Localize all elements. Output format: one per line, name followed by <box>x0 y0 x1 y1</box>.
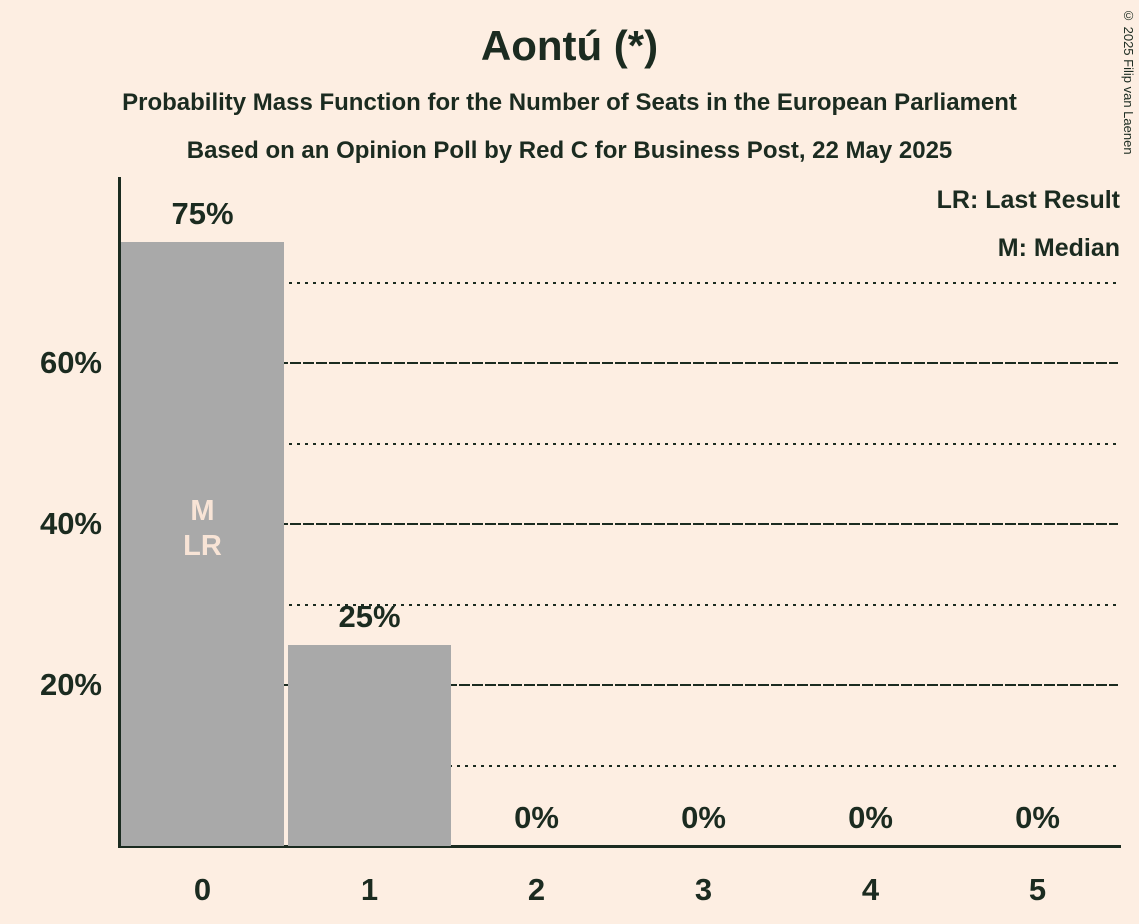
legend-last-result: LR: Last Result <box>936 186 1120 214</box>
bar-value-label: 75% <box>171 196 234 231</box>
bar <box>121 242 284 846</box>
copyright-text: © 2025 Filip van Laenen <box>1121 8 1136 155</box>
bar-value-label: 0% <box>1015 800 1060 835</box>
x-tick-label: 2 <box>527 872 546 907</box>
bar <box>288 645 451 846</box>
last-result-label: LR <box>183 530 222 562</box>
gridline-dotted <box>121 764 1118 767</box>
chart-subtitle-line2: Based on an Opinion Poll by Red C for Bu… <box>186 137 953 164</box>
chart-subtitle-line1: Probability Mass Function for the Number… <box>122 89 1017 116</box>
x-tick-label: 0 <box>193 872 212 907</box>
gridline-solid <box>121 684 1118 686</box>
chart-title: Aontú (*) <box>480 22 659 69</box>
x-tick-label: 1 <box>360 872 379 907</box>
bar-annotation: M LR <box>133 494 273 564</box>
median-label: M <box>190 495 215 527</box>
bar-value-label: 25% <box>338 599 401 634</box>
x-axis-line <box>118 845 1121 848</box>
legend-median: M: Median <box>997 234 1120 262</box>
gridline-solid <box>121 523 1118 525</box>
gridline-solid <box>121 362 1118 364</box>
y-tick-label: 40% <box>39 506 102 541</box>
bar-value-label: 0% <box>514 800 559 835</box>
gridline-dotted <box>121 603 1118 606</box>
x-tick-label: 4 <box>861 872 880 907</box>
gridline-dotted <box>121 281 1118 284</box>
y-tick-label: 20% <box>39 667 102 702</box>
x-tick-label: 3 <box>694 872 713 907</box>
y-tick-label: 60% <box>39 345 102 380</box>
gridline-dotted <box>121 442 1118 445</box>
bar-value-label: 0% <box>681 800 726 835</box>
y-axis-line <box>118 177 121 848</box>
bar-value-label: 0% <box>848 800 893 835</box>
x-tick-label: 5 <box>1028 872 1047 907</box>
